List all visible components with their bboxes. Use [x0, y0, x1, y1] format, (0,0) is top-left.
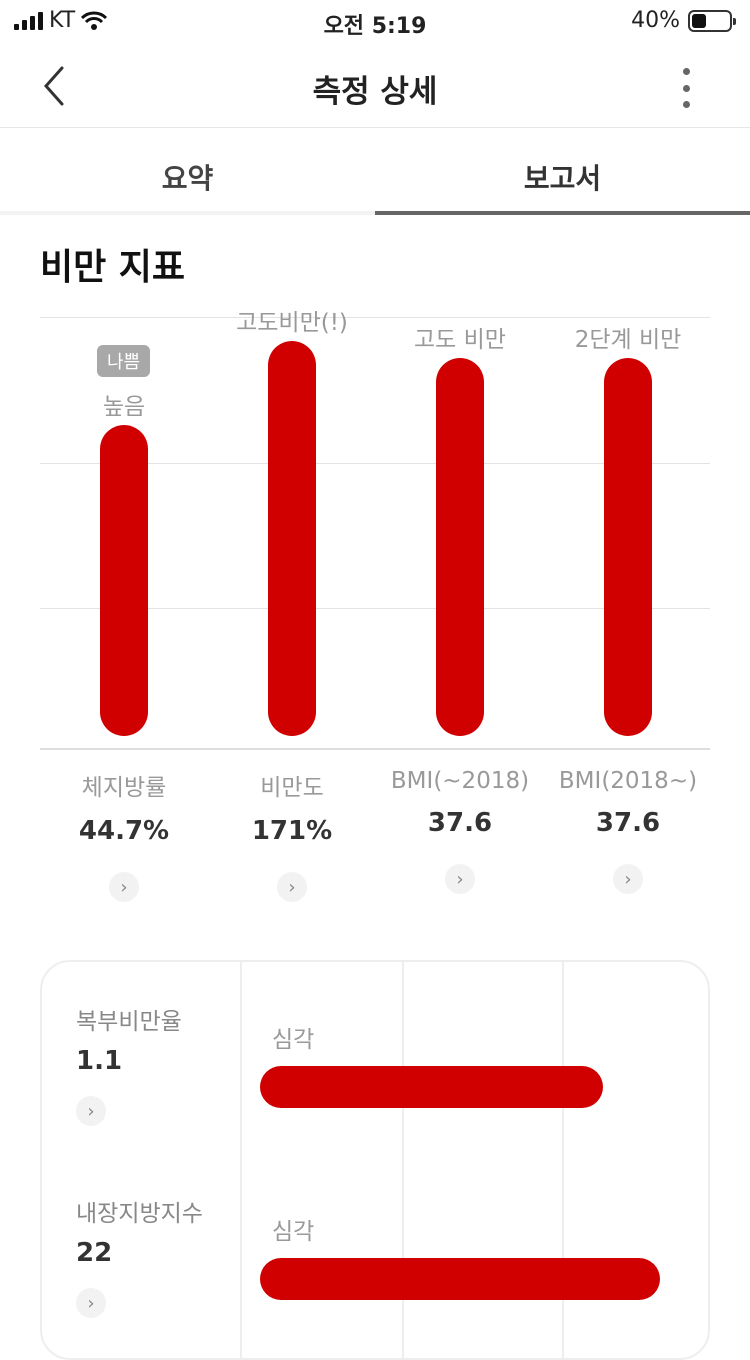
chevron-right-icon: ›: [624, 868, 632, 890]
status-badge: 나쁨: [97, 345, 151, 378]
metric-value: 37.6: [595, 808, 661, 838]
status-left: KT: [14, 8, 108, 33]
tab-bar: 요약 보고서: [0, 129, 750, 215]
abdominal-fat-bar: [260, 1066, 604, 1108]
more-dot: [682, 84, 690, 92]
card-divider: [562, 962, 564, 1358]
abdominal-fat-detail-button[interactable]: ›: [76, 1096, 106, 1126]
abdominal-fat-label: 복부비만율: [76, 1009, 182, 1035]
status-time: 오전 5:19: [323, 14, 427, 39]
metric-detail-button[interactable]: ›: [277, 872, 307, 902]
bar-grade-label: 2단계 비만: [574, 327, 682, 353]
signal-icon: [14, 11, 43, 30]
chevron-right-icon: ›: [288, 876, 296, 898]
metric-value: 171%: [251, 816, 333, 846]
chart-baseline: [40, 748, 710, 750]
metric-item: BMI(2018~) 37.6 ›: [544, 768, 712, 894]
metric-name: 체지방률: [81, 775, 167, 801]
abdominal-fat-value: 1.1: [76, 1046, 123, 1076]
more-button[interactable]: [672, 66, 700, 110]
wifi-icon: [81, 11, 108, 30]
chart-bar: [604, 358, 652, 736]
visceral-fat-bar: [260, 1258, 661, 1300]
nav-bar: 측정 상세: [0, 44, 750, 128]
battery-icon: [688, 9, 736, 32]
tab-report[interactable]: 보고서: [375, 129, 750, 215]
chart-bar: [100, 425, 148, 736]
battery-percent: 40%: [631, 8, 680, 33]
metric-item: BMI(~2018) 37.6 ›: [376, 768, 544, 894]
chart-bar: [268, 341, 316, 736]
visceral-fat-label: 내장지방지수: [76, 1201, 203, 1227]
metric-value: 37.6: [427, 808, 493, 838]
tab-summary[interactable]: 요약: [161, 162, 214, 195]
page-title: 측정 상세: [312, 74, 438, 110]
card-divider: [402, 962, 404, 1358]
status-right: 40%: [631, 8, 736, 33]
obesity-bar-chart: 높음 나쁨 고도비만(!) 고도 비만 2단계 비만: [40, 290, 710, 750]
chevron-right-icon: ›: [120, 876, 128, 898]
more-dot: [682, 101, 690, 108]
metric-name: BMI(~2018): [390, 768, 530, 794]
carrier-label: KT: [49, 8, 76, 33]
gridline: [40, 608, 710, 609]
abdominal-card: 복부비만율 1.1 › 심각 내장지방지수 22 › 심각: [40, 960, 710, 1360]
metric-value: 44.7%: [78, 816, 170, 846]
visceral-fat-value: 22: [76, 1238, 113, 1268]
section-title: 비만 지표: [40, 247, 186, 288]
status-bar: KT 오전 5:19 40%: [0, 0, 750, 44]
more-dot: [682, 68, 690, 75]
bar-grade-label: 높음: [102, 394, 146, 421]
chevron-right-icon: ›: [456, 868, 464, 890]
metric-detail-button[interactable]: ›: [613, 864, 643, 894]
chevron-right-icon: ›: [87, 1100, 95, 1122]
gridline: [40, 463, 710, 464]
gridline: [40, 317, 710, 318]
card-divider: [240, 962, 242, 1358]
chart-bar: [436, 358, 484, 736]
chevron-left-icon: [43, 66, 64, 106]
abdominal-fat-grade: 심각: [272, 1027, 315, 1053]
chevron-right-icon: ›: [87, 1292, 95, 1314]
metric-name: 비만도: [260, 775, 324, 801]
bar-grade-label: 고도비만(!): [236, 310, 348, 337]
metric-name: BMI(2018~): [558, 768, 698, 794]
metric-item: 비만도 171% ›: [208, 768, 376, 902]
metric-detail-button[interactable]: ›: [109, 872, 139, 902]
bar-grade-label: 고도 비만: [414, 327, 506, 353]
visceral-fat-grade: 심각: [272, 1219, 315, 1245]
metric-item: 체지방률 44.7% ›: [40, 768, 208, 902]
back-button[interactable]: [36, 62, 80, 110]
metric-detail-button[interactable]: ›: [445, 864, 475, 894]
visceral-fat-detail-button[interactable]: ›: [76, 1288, 106, 1318]
